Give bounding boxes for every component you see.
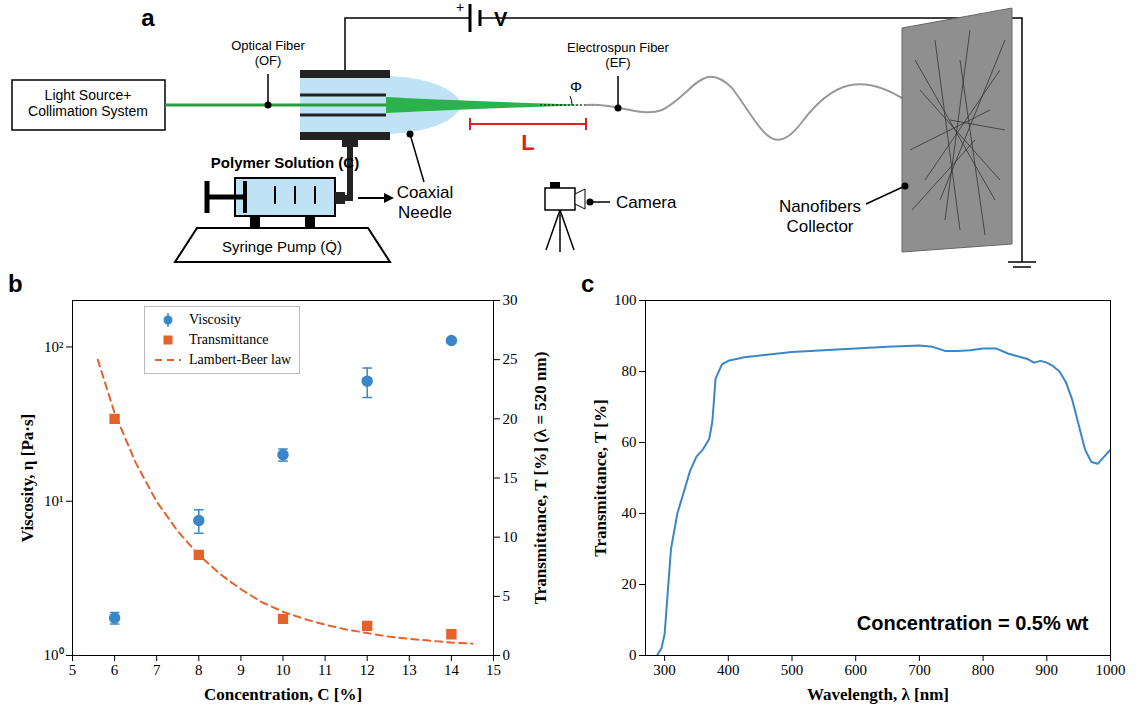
svg-text:40: 40 xyxy=(622,505,637,521)
svg-text:L: L xyxy=(521,130,534,155)
html-text:Transmittance: Transmittance xyxy=(189,332,269,347)
html-text:Viscosity: Viscosity xyxy=(189,312,242,327)
svg-text:V: V xyxy=(494,8,508,30)
svg-text:Φ: Φ xyxy=(570,78,582,95)
svg-text:20: 20 xyxy=(503,411,518,427)
svg-text:Polymer Solution (C): Polymer Solution (C) xyxy=(211,154,359,171)
svg-text:1000: 1000 xyxy=(1096,662,1126,678)
svg-text:6: 6 xyxy=(111,662,119,678)
svg-text:10⁰: 10⁰ xyxy=(44,647,64,663)
svg-text:30: 30 xyxy=(503,292,518,308)
svg-text:80: 80 xyxy=(622,363,637,379)
svg-text:25: 25 xyxy=(503,351,518,367)
svg-text:Light Source+Collimation Syste: Light Source+Collimation System xyxy=(28,87,148,119)
svg-text:300: 300 xyxy=(653,662,676,678)
svg-text:5: 5 xyxy=(69,662,77,678)
svg-text:9: 9 xyxy=(237,662,245,678)
svg-text:900: 900 xyxy=(1036,662,1059,678)
svg-text:Concentration = 0.5% wt: Concentration = 0.5% wt xyxy=(857,612,1089,634)
svg-text:11: 11 xyxy=(318,662,332,678)
svg-text:7: 7 xyxy=(153,662,161,678)
svg-text:8: 8 xyxy=(195,662,203,678)
svg-text:Optical Fiber(OF): Optical Fiber(OF) xyxy=(231,38,305,68)
svg-text:10: 10 xyxy=(276,662,291,678)
svg-text:60: 60 xyxy=(622,434,637,450)
svg-text:NanofibersCollector: NanofibersCollector xyxy=(779,197,861,236)
svg-text:15: 15 xyxy=(486,662,501,678)
svg-text:13: 13 xyxy=(402,662,417,678)
svg-text:10¹: 10¹ xyxy=(44,493,64,509)
svg-text:10: 10 xyxy=(503,529,518,545)
svg-text:Transmittance, T [%]: Transmittance, T [%] xyxy=(591,399,610,556)
svg-text:Concentration, C [%]: Concentration, C [%] xyxy=(204,685,362,704)
svg-text:20: 20 xyxy=(622,576,637,592)
svg-text:Electrospun Fiber(EF): Electrospun Fiber(EF) xyxy=(567,40,670,70)
html-text:Lambert-Beer law: Lambert-Beer law xyxy=(189,352,292,367)
svg-text:5: 5 xyxy=(503,588,511,604)
svg-text:a: a xyxy=(141,4,155,31)
svg-text:Wavelength, λ [nm]: Wavelength, λ [nm] xyxy=(807,685,949,704)
svg-text:800: 800 xyxy=(972,662,995,678)
svg-text:0: 0 xyxy=(629,647,637,663)
svg-text:500: 500 xyxy=(781,662,804,678)
svg-text:600: 600 xyxy=(844,662,867,678)
svg-text:400: 400 xyxy=(717,662,740,678)
svg-text:+: + xyxy=(456,0,464,15)
svg-text:Syringe Pump (Q̇): Syringe Pump (Q̇) xyxy=(222,238,342,255)
svg-text:Camera: Camera xyxy=(616,193,677,212)
html-text:c: c xyxy=(581,270,595,297)
svg-text:15: 15 xyxy=(503,470,518,486)
svg-text:0: 0 xyxy=(503,647,511,663)
svg-text:CoaxialNeedle: CoaxialNeedle xyxy=(397,183,454,222)
svg-text:100: 100 xyxy=(614,292,637,308)
svg-text:14: 14 xyxy=(444,662,460,678)
svg-text:10²: 10² xyxy=(44,339,64,355)
svg-text:700: 700 xyxy=(908,662,931,678)
html-text:b: b xyxy=(8,270,23,297)
svg-text:Transmittance, T [%] (λ = 520: Transmittance, T [%] (λ = 520 nm) xyxy=(531,352,550,605)
svg-text:Viscosity, η [Pa·s]: Viscosity, η [Pa·s] xyxy=(18,414,37,543)
svg-text:12: 12 xyxy=(360,662,375,678)
